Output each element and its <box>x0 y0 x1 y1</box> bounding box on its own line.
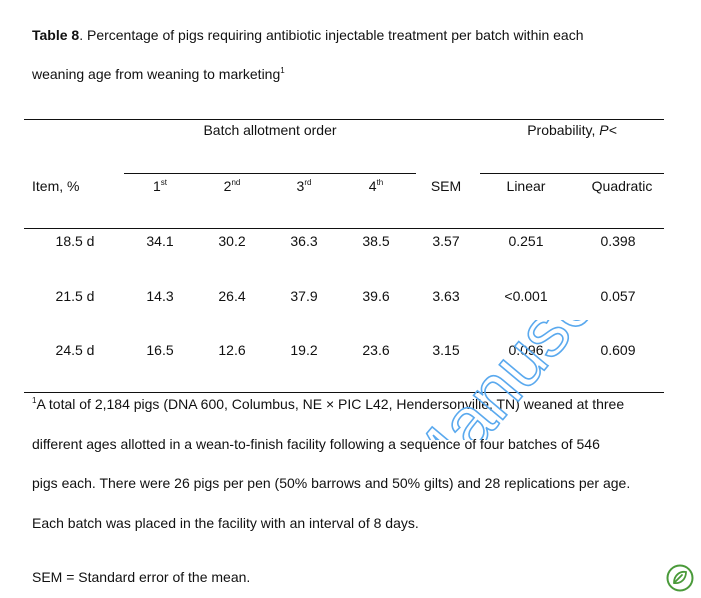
row-1-linear: 0.251 <box>508 233 544 249</box>
row-1-sem: 3.57 <box>432 233 460 249</box>
row-1-batch-4: 38.5 <box>362 233 390 249</box>
footnote-line-2: different ages allotted in a wean-to-fin… <box>32 436 600 452</box>
accepted-manuscript-watermark: d Manuscript <box>347 320 675 440</box>
row-3-sem: 3.15 <box>432 342 460 358</box>
table-top-rule <box>24 119 664 120</box>
row-3-batch-1: 16.5 <box>146 342 174 358</box>
footnote-line-1: 1A total of 2,184 pigs (DNA 600, Columbu… <box>32 396 625 412</box>
row-2-sem: 3.63 <box>432 288 460 304</box>
row-3-quadratic: 0.609 <box>600 342 636 358</box>
row-3-batch-4: 23.6 <box>362 342 390 358</box>
row-3-linear: 0.096 <box>508 342 544 358</box>
probability-p-symbol: P< <box>599 122 617 138</box>
row-1-batch-3: 36.3 <box>290 233 318 249</box>
row-1-item: 18.5 d <box>55 233 95 249</box>
row-2-batch-1: 14.3 <box>146 288 174 304</box>
caption-text: . Percentage of pigs requiring antibioti… <box>79 27 584 43</box>
header-batch-3: 3rd <box>296 178 312 194</box>
watermark-text: d Manuscript <box>348 320 674 440</box>
header-quadratic: Quadratic <box>591 178 653 194</box>
sem-note: SEM = Standard error of the mean. <box>32 569 251 585</box>
header-batch-4: 4th <box>368 178 384 194</box>
leaf-badge-icon <box>666 564 694 592</box>
row-1-quadratic: 0.398 <box>600 233 636 249</box>
row-1-batch-2: 30.2 <box>218 233 246 249</box>
header-item: Item, % <box>32 178 80 194</box>
header-sem: SEM <box>430 178 462 194</box>
table-bottom-rule <box>24 392 664 393</box>
row-2-quadratic: 0.057 <box>600 288 636 304</box>
header-linear: Linear <box>506 178 546 194</box>
header-probability-group: Probability, P< <box>480 122 664 138</box>
table-caption-line2: weaning age from weaning to marketing1 <box>32 66 285 82</box>
row-2-linear: <0.001 <box>504 288 548 304</box>
row-2-batch-2: 26.4 <box>218 288 246 304</box>
header-bottom-rule <box>24 228 664 229</box>
row-3-batch-3: 19.2 <box>290 342 318 358</box>
header-batch-group: Batch allotment order <box>203 122 337 138</box>
footnote-line-4: Each batch was placed in the facility wi… <box>32 515 419 531</box>
footnote-line-3: pigs each. There were 26 pigs per pen (5… <box>32 475 631 491</box>
row-3-batch-2: 12.6 <box>218 342 246 358</box>
table-caption-line1: Table 8. Percentage of pigs requiring an… <box>32 27 584 43</box>
caption-text-2: weaning age from weaning to marketing <box>32 66 281 82</box>
row-2-item: 21.5 d <box>55 288 95 304</box>
header-batch-1: 1st <box>152 178 168 194</box>
probability-group-rule <box>480 173 664 174</box>
table-label: Table 8 <box>32 27 80 43</box>
footnote-marker: 1 <box>32 396 37 405</box>
batch-group-rule <box>124 173 416 174</box>
row-2-batch-4: 39.6 <box>362 288 390 304</box>
row-3-item: 24.5 d <box>55 342 95 358</box>
header-batch-2: 2nd <box>223 178 241 194</box>
probability-label: Probability, <box>527 122 600 138</box>
row-1-batch-1: 34.1 <box>146 233 174 249</box>
caption-footnote-marker: 1 <box>280 66 285 75</box>
row-2-batch-3: 37.9 <box>290 288 318 304</box>
